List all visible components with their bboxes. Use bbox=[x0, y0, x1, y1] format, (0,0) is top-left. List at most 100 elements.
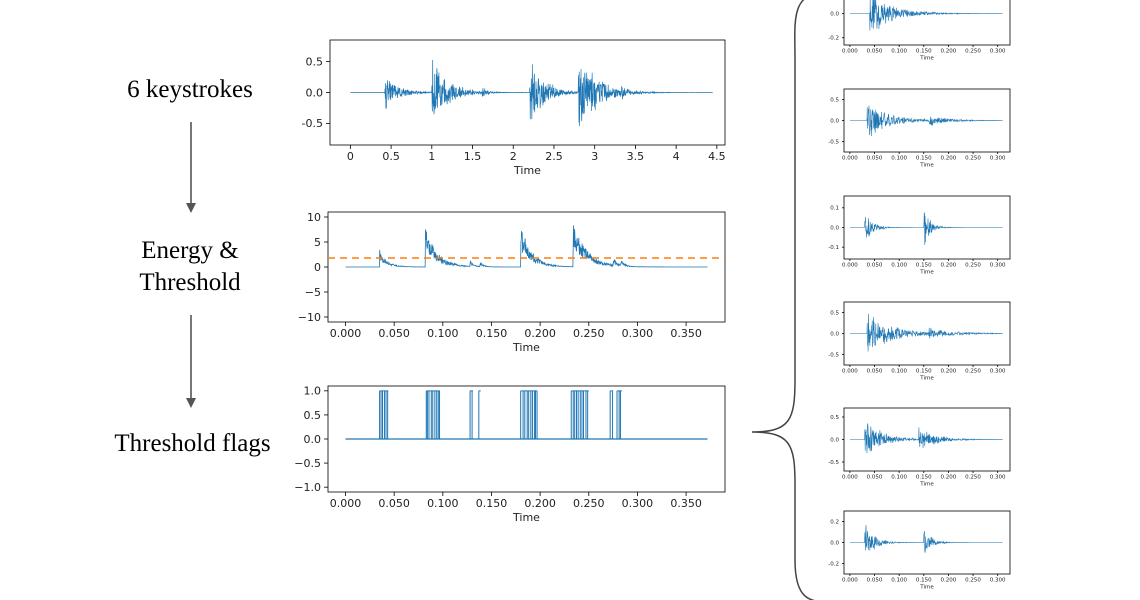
segment-3-xtick-label: 0.050 bbox=[867, 263, 883, 269]
segment-4-xtick-label: 0.250 bbox=[965, 369, 981, 375]
flags-xtick-label: 0.300 bbox=[622, 497, 654, 510]
segment-5-xtick-label: 0.100 bbox=[891, 475, 907, 481]
segment-3-xtick-label: 0.300 bbox=[990, 263, 1006, 269]
segment-1-xtick-label: 0.100 bbox=[891, 49, 907, 55]
segment-3-xtick-label: 0.000 bbox=[842, 263, 858, 269]
segment-panel-3: 0.000 0.050 0.100 0.150 0.200 0.250 0.300 0.1 0.… bbox=[828, 195, 1011, 275]
segment-panel-4: 0.000 0.050 0.100 0.150 0.200 0.250 0.300 0.5 0.… bbox=[828, 301, 1011, 381]
stage-label-energy-line: Energy & bbox=[141, 237, 239, 264]
flags-xtick-label: 0.050 bbox=[378, 497, 410, 510]
segment-4-xtick-label: 0.150 bbox=[916, 369, 932, 375]
energy-xlabel: Time bbox=[512, 341, 540, 354]
segment-6-xtick-label: 0.200 bbox=[941, 578, 957, 584]
segment-1-xtick-label: 0.200 bbox=[941, 49, 957, 55]
flags-xtick-label: 0.150 bbox=[476, 497, 508, 510]
segment-6-ytick-label: 0.2 bbox=[830, 519, 839, 525]
segment-2-ytick-label: -0.5 bbox=[828, 139, 839, 145]
flag-interval bbox=[478, 390, 481, 439]
energy-xtick-label: 0.300 bbox=[622, 327, 654, 340]
segment-2-waveform bbox=[849, 105, 1003, 137]
keystrokes-xtick-label: 2.5 bbox=[545, 150, 563, 163]
segment-panel-1: 0.0000.0500.1000.1500.2000.2500.3000.20.… bbox=[828, 0, 1011, 61]
segment-2-xtick-label: 0.300 bbox=[990, 156, 1006, 162]
segment-panel-2: 0.000 0.050 0.100 0.150 0.200 0.250 0.300 0.5 0.… bbox=[828, 88, 1011, 168]
energy-xtick-label: 0.050 bbox=[378, 327, 410, 340]
segment-panel-5: 0.000 0.050 0.100 0.150 0.200 0.250 0.300 0.5 0.… bbox=[828, 407, 1011, 487]
energy-ytick-label: 5 bbox=[314, 236, 321, 249]
segments-brace bbox=[751, 0, 816, 600]
segment-4-ytick-label: 0.5 bbox=[830, 310, 839, 316]
flags-xlabel: Time bbox=[512, 511, 540, 524]
segment-5-xtick-label: 0.200 bbox=[941, 475, 957, 481]
segment-4-xtick-label: 0.050 bbox=[867, 369, 883, 375]
segment-3-xlabel: Time bbox=[919, 269, 934, 275]
flags-xtick-label: 0.250 bbox=[573, 497, 605, 510]
chart-energy: 0.000 0.050 0.100 0.150 0.200 0.250 0.300 0.350… bbox=[298, 211, 726, 354]
flag-interval bbox=[469, 390, 473, 439]
flags-ytick-label: −1.0 bbox=[294, 481, 321, 494]
segment-6-xtick-label: 0.000 bbox=[842, 578, 858, 584]
segment-1-frame bbox=[843, 0, 1011, 46]
keystrokes-ytick-label: 0.0 bbox=[306, 86, 324, 99]
keystrokes-xtick-label: 1 bbox=[428, 150, 435, 163]
segment-4-ytick-label: -0.5 bbox=[828, 352, 839, 358]
segment-4-xtick-label: 0.200 bbox=[941, 369, 957, 375]
chart-keystrokes: 0 0.5 1 1.5 2 2.5 3 3.5 4 4.5 0.5 0.0 -0.5 Time bbox=[302, 39, 726, 177]
energy-xtick-label: 0.250 bbox=[573, 327, 605, 340]
segment-3-ytick-label: 0.0 bbox=[830, 225, 839, 231]
segment-panel-6: 0.000 0.050 0.100 0.150 0.200 0.250 0.300 0.2 0.… bbox=[828, 510, 1011, 590]
flag-interval bbox=[570, 390, 589, 439]
segment-3-xtick-label: 0.150 bbox=[916, 263, 932, 269]
segment-1-xtick-label: 0.250 bbox=[965, 49, 981, 55]
keystrokes-xtick-label: 0.5 bbox=[382, 150, 400, 163]
keystrokes-xtick-label: 4 bbox=[673, 150, 680, 163]
segment-2-xtick-label: 0.000 bbox=[842, 156, 858, 162]
segment-3-waveform bbox=[849, 212, 1003, 246]
segment-3-xtick-label: 0.100 bbox=[891, 263, 907, 269]
segment-4-waveform bbox=[849, 313, 1003, 352]
segment-2-ytick-label: 0.5 bbox=[830, 97, 839, 103]
flags-xtick-label: 0.200 bbox=[524, 497, 556, 510]
stage-label-keystrokes: 6 keystrokes bbox=[127, 76, 253, 103]
energy-ytick-label: 10 bbox=[307, 211, 321, 224]
segment-5-ytick-label: 0.0 bbox=[830, 437, 839, 443]
segment-5-xtick-label: 0.250 bbox=[965, 475, 981, 481]
segment-1-xtick-label: 0.150 bbox=[916, 49, 932, 55]
energy-ytick-label: 0 bbox=[314, 261, 321, 274]
segment-2-xtick-label: 0.050 bbox=[867, 156, 883, 162]
segment-5-ytick-label: 0.5 bbox=[830, 415, 839, 421]
flags-ytick-label: 1.0 bbox=[304, 385, 322, 398]
chart-flags: 0.000 0.050 0.100 0.150 0.200 0.250 0.300 0.350… bbox=[294, 385, 726, 524]
segment-4-xtick-label: 0.100 bbox=[891, 369, 907, 375]
keystrokes-xtick-label: 3 bbox=[591, 150, 598, 163]
keystrokes-xtick-label: 4.5 bbox=[708, 150, 726, 163]
segment-5-waveform bbox=[849, 423, 1003, 454]
flag-interval bbox=[379, 390, 389, 439]
flag-interval bbox=[616, 390, 622, 439]
energy-ytick-label: −5 bbox=[305, 286, 321, 299]
segment-1-xtick-label: 0.300 bbox=[990, 49, 1006, 55]
segment-3-ytick-label: -0.1 bbox=[828, 245, 839, 251]
segment-4-xtick-label: 0.300 bbox=[990, 369, 1006, 375]
keystrokes-xtick-label: 3.5 bbox=[627, 150, 645, 163]
segment-6-xlabel: Time bbox=[919, 584, 934, 590]
segment-1-xtick-label: 0.000 bbox=[842, 49, 858, 55]
segment-5-xtick-label: 0.050 bbox=[867, 475, 883, 481]
segment-1-xtick-label: 0.050 bbox=[867, 49, 883, 55]
keystrokes-waveform bbox=[350, 59, 713, 126]
segment-5-xtick-label: 0.300 bbox=[990, 475, 1006, 481]
flags-ytick-label: −0.5 bbox=[294, 457, 321, 470]
segment-2-xtick-label: 0.200 bbox=[941, 156, 957, 162]
segment-6-xtick-label: 0.300 bbox=[990, 578, 1006, 584]
keystrokes-xlabel: Time bbox=[513, 164, 541, 177]
keystrokes-ytick-label: -0.5 bbox=[302, 117, 323, 130]
segment-2-xtick-label: 0.150 bbox=[916, 156, 932, 162]
segment-5-xlabel: Time bbox=[919, 481, 934, 487]
stage-label-threshold-flags: Threshold flags bbox=[114, 430, 271, 457]
flags-xtick-label: 0.000 bbox=[330, 497, 362, 510]
segment-5-xtick-label: 0.000 bbox=[842, 475, 858, 481]
segment-4-xtick-label: 0.000 bbox=[842, 369, 858, 375]
energy-curve bbox=[345, 225, 708, 268]
energy-xtick-label: 0.350 bbox=[670, 327, 702, 340]
